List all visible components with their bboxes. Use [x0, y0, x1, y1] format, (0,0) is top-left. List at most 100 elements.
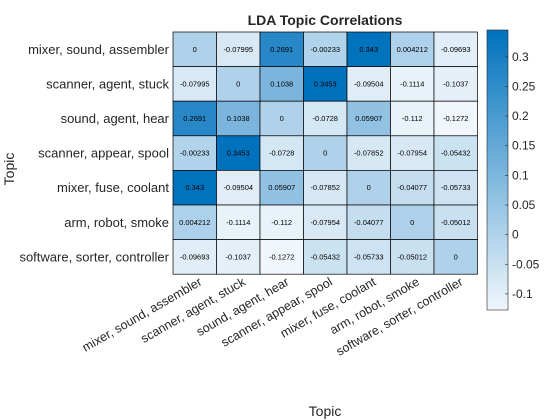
cell-value-label: -0.07954: [310, 218, 340, 227]
cell-value-label: 0.004212: [397, 45, 428, 54]
y-tick-label: mixer, fuse, coolant: [57, 180, 169, 195]
heatmap-cell: [303, 239, 348, 275]
cell-value-label: -0.05733: [354, 252, 384, 261]
heatmap-cell: [172, 66, 217, 102]
cell-value-label: -0.1037: [226, 252, 251, 261]
cell-value-label: -0.05733: [441, 183, 471, 192]
cell-value-label: 0.343: [359, 45, 378, 54]
cell-value-label: -0.1037: [443, 79, 468, 88]
cell-value-label: 0.05907: [268, 183, 295, 192]
heatmap-cell: [390, 31, 435, 67]
y-tick-label: mixer, sound, assembler: [28, 42, 170, 57]
cell-value-label: -0.07995: [223, 45, 253, 54]
y-axis-label: Topic: [1, 153, 17, 186]
cell-value-label: 0: [454, 252, 458, 261]
cell-value-label: 0: [367, 183, 371, 192]
cell-value-label: -0.05432: [441, 149, 471, 158]
cell-value-label: -0.0728: [269, 149, 294, 158]
heatmap-cell: [172, 170, 217, 206]
colorbar-tick-label: 0: [512, 228, 519, 242]
cell-value-label: -0.1114: [226, 218, 250, 227]
y-tick-label: scanner, agent, stuck: [46, 76, 169, 91]
colorbar-tick-label: -0.1: [512, 287, 533, 301]
colorbar-tick-label: 0.05: [512, 198, 536, 212]
cell-value-label: 0.1038: [270, 79, 293, 88]
heatmap-cell: [390, 239, 435, 275]
heatmap-cell: [259, 100, 304, 137]
y-tick-label: arm, robot, smoke: [64, 215, 169, 230]
heatmap-cell: [259, 170, 304, 206]
cell-value-label: 0.3453: [227, 149, 250, 158]
heatmap-cell: [390, 135, 435, 171]
colorbar-gradient: [486, 29, 509, 311]
heatmap-cell: [216, 100, 261, 137]
cell-value-label: 0.3453: [314, 79, 337, 88]
cell-value-label: 0: [280, 114, 284, 123]
cell-value-label: -0.00233: [310, 45, 340, 54]
cell-value-label: 0: [323, 149, 327, 158]
cell-value-label: 0.2691: [270, 45, 293, 54]
cell-value-label: 0.2691: [183, 114, 206, 123]
cell-value-label: -0.09504: [223, 183, 253, 192]
cell-value-label: -0.1114: [400, 79, 424, 88]
cell-value-label: -0.0728: [313, 114, 338, 123]
heatmap-cell: [303, 135, 348, 171]
y-tick-labels: mixer, sound, assembler scanner, agent, s…: [19, 42, 169, 265]
cell-value-label: -0.112: [271, 218, 292, 227]
heatmap-cell: [303, 204, 348, 240]
cell-value-label: 0.004212: [179, 218, 210, 227]
cell-value-label: -0.07995: [180, 79, 210, 88]
colorbar-tick-label: 0.3: [512, 50, 529, 64]
heatmap-cell: [172, 239, 217, 275]
colorbar-tick-label: 0.2: [512, 109, 529, 123]
heatmap-cell: [390, 100, 435, 137]
cell-value-label: -0.09504: [354, 79, 384, 88]
heatmap-cell: [259, 239, 304, 275]
heatmap-cell: [433, 204, 478, 240]
cell-value-label: -0.05432: [310, 252, 340, 261]
x-axis-label: Topic: [309, 403, 342, 419]
colorbar-tick-label: 0.1: [512, 168, 529, 182]
heatmap-cell: [216, 204, 261, 240]
cell-value-label: -0.112: [402, 114, 423, 123]
heatmap-cell: [259, 66, 304, 102]
y-tick-label: scanner, appear, spool: [38, 146, 169, 161]
cell-value-label: -0.04077: [354, 218, 384, 227]
cell-value-label: -0.07852: [310, 183, 340, 192]
heatmap-cell: [346, 239, 391, 275]
colorbar-tick-label: 0.25: [512, 79, 536, 93]
heatmap-cell: [216, 135, 261, 171]
heatmap-cell: [172, 31, 217, 67]
cell-value-label: 0: [236, 79, 240, 88]
cell-value-label: -0.05012: [397, 252, 427, 261]
cell-value-label: 0: [193, 45, 197, 54]
colorbar-tick-label: 0.15: [512, 139, 536, 153]
heatmap-cell: [172, 135, 217, 171]
cell-value-label: 0.1038: [227, 114, 250, 123]
heatmap-cell: [433, 135, 478, 171]
cell-value-label: -0.07852: [354, 149, 384, 158]
colorbar: -0.1 -0.05 0 0.05 0.1 0.15 0.2 0.25 0.3: [486, 29, 540, 311]
y-tick-label: software, sorter, controller: [19, 249, 169, 264]
cell-value-label: 0.343: [185, 183, 204, 192]
cell-value-label: -0.1272: [443, 114, 468, 123]
cell-value-label: -0.04077: [397, 183, 427, 192]
cell-value-label: -0.09693: [180, 252, 210, 261]
cell-value-label: 0.05907: [355, 114, 382, 123]
heatmap-cell: [433, 66, 478, 102]
heatmap-cell: [346, 66, 391, 102]
cell-value-label: -0.09693: [441, 45, 471, 54]
chart-title: LDA Topic Correlations: [248, 12, 403, 28]
cell-value-label: -0.05012: [441, 218, 471, 227]
cell-value-label: -0.07954: [397, 149, 427, 158]
heatmap-cell: [433, 239, 478, 275]
cell-value-label: -0.00233: [180, 149, 210, 158]
cell-value-label: -0.1272: [269, 252, 294, 261]
y-tick-label: sound, agent, hear: [61, 111, 170, 126]
heatmap-cell: [346, 100, 391, 137]
colorbar-tick-label: -0.05: [512, 257, 540, 271]
heatmap-cells: 0 -0.07995 0.2691 -0.00233 0.343 0.004212 -0.0…: [172, 31, 478, 275]
heatmap-cell: [303, 100, 348, 137]
